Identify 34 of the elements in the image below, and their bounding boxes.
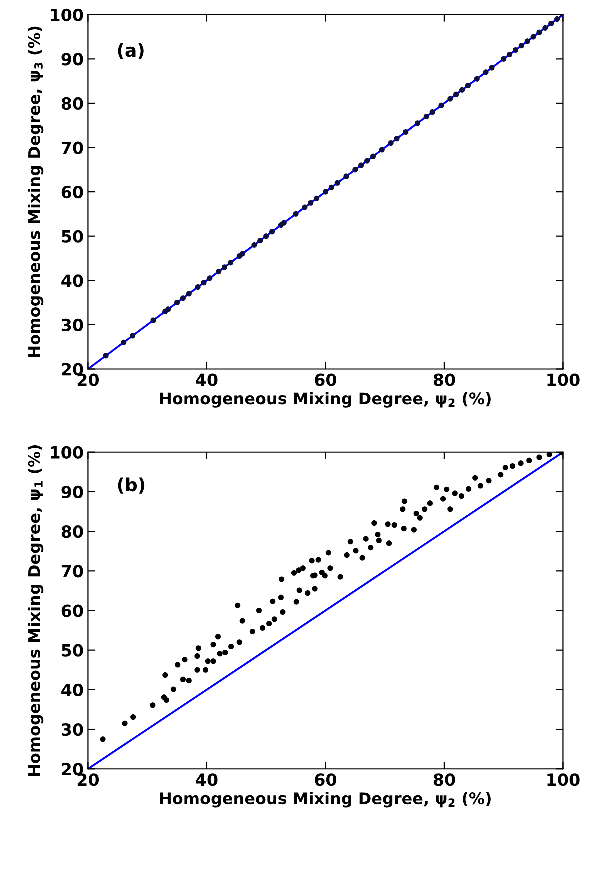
y-tick-label: 50 [62, 644, 84, 657]
x-axis-title: Homogeneous Mixing Degree, ψ$_{2}$ (%) [160, 792, 491, 808]
y-tick-label: 80 [62, 97, 84, 110]
y-tick-label: 90 [62, 486, 84, 499]
y-tick-label: 70 [62, 142, 84, 154]
y-tick-label: 20 [62, 363, 84, 376]
x-tick-label: 40 [196, 374, 218, 386]
x-tick-label: 20 [78, 774, 100, 786]
x-tick-label: 100 [548, 774, 580, 786]
y-tick-label: 30 [62, 318, 84, 332]
y-tick-label: 40 [62, 274, 84, 288]
y-tick-label: 80 [62, 526, 84, 538]
y-tick-label: 60 [62, 604, 84, 618]
x-tick-label: 60 [315, 774, 337, 786]
x-tick-label: 100 [548, 374, 580, 386]
x-tick-label: 60 [315, 374, 337, 386]
y-tick-label: 40 [62, 684, 84, 697]
y-tick-label: 70 [62, 565, 84, 578]
y-tick-label: 100 [51, 8, 84, 22]
y-axis-title: Homogeneous Mixing Degree, ψ$_{3}$ (%) [28, 26, 44, 358]
y-tick-label: 90 [62, 53, 84, 66]
y-tick-label: 30 [62, 723, 84, 736]
y-tick-label: 50 [62, 230, 84, 243]
annotation: (a) [118, 43, 144, 60]
y-tick-label: 100 [51, 446, 84, 459]
y-tick-label: 20 [62, 763, 84, 776]
annotation: (b) [118, 478, 145, 494]
x-tick-label: 80 [434, 774, 456, 786]
x-tick-label: 80 [434, 374, 456, 386]
y-tick-label: 60 [62, 186, 84, 199]
y-axis-title: Homogeneous Mixing Degree, ψ$_{1}$ (%) [28, 446, 44, 776]
x-tick-label: 40 [196, 774, 218, 786]
x-tick-label: 20 [78, 374, 100, 386]
x-axis-title: Homogeneous Mixing Degree, ψ$_{2}$ (%) [160, 392, 491, 408]
